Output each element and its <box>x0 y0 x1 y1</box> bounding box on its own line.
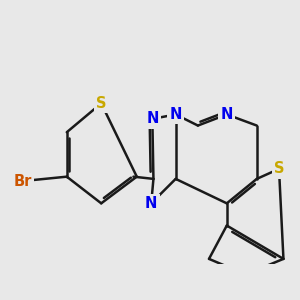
Text: S: S <box>274 161 284 176</box>
Text: N: N <box>146 111 158 126</box>
Text: S: S <box>96 96 106 111</box>
Text: N: N <box>169 107 182 122</box>
Text: N: N <box>220 107 233 122</box>
Text: Br: Br <box>13 174 32 189</box>
Text: N: N <box>145 196 158 211</box>
